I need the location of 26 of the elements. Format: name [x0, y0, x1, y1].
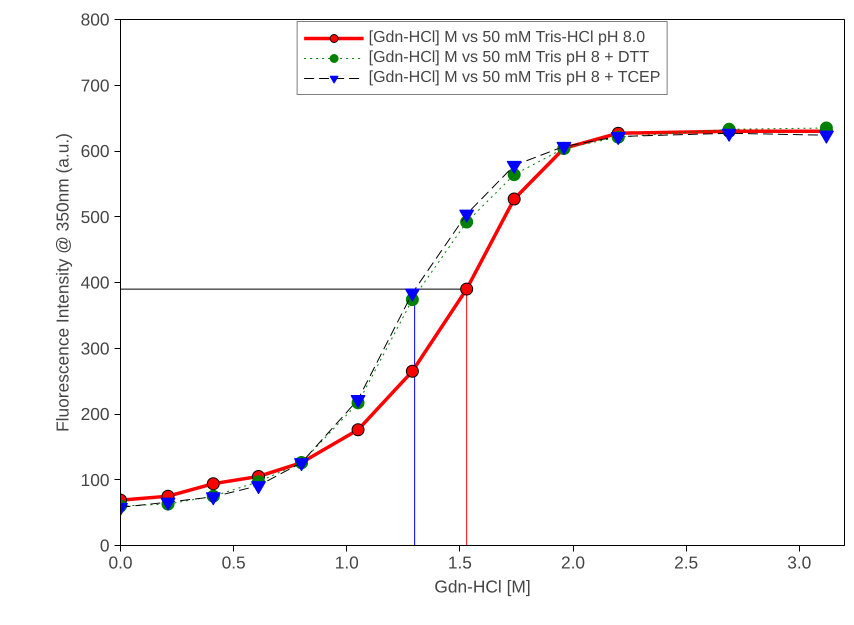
point	[206, 477, 220, 490]
x-tick-label: 2.0	[560, 552, 586, 572]
y-tick-label: 600	[80, 141, 110, 161]
y-tick-label: 700	[80, 75, 110, 96]
point	[460, 282, 474, 296]
y-tick-label: 0	[100, 536, 110, 556]
y-tick-label: 500	[80, 206, 110, 227]
y-tick-label: 200	[80, 404, 110, 424]
x-axis-title: Gdn-HCl [M]	[434, 576, 531, 596]
legend-label: [Gdn-HCl] M vs 50 mM Tris pH 8 + DTT	[368, 49, 650, 67]
point	[508, 192, 521, 206]
y-tick-label: 800	[80, 10, 110, 30]
y-axis-title: Fluorescence Intensity @ 350nm (a.u.)	[52, 133, 73, 432]
x-tick-label: 0.5	[222, 552, 246, 572]
legend-label: [Gdn-HCl] M vs 50 mM Tris-HCl pH 8.0	[368, 29, 646, 47]
point	[406, 364, 419, 378]
y-tick-label: 300	[80, 338, 110, 358]
y-tick-label: 400	[80, 272, 110, 292]
x-tick-label: 2.5	[674, 552, 698, 572]
x-tick-label: 1.5	[448, 552, 472, 572]
x-tick-label: 1.0	[334, 552, 359, 572]
x-tick-label: 3.0	[787, 552, 812, 572]
legend-label: [Gdn-HCl] M vs 50 mM Tris pH 8 + TCEP	[368, 69, 660, 87]
x-tick-label: 0.0	[108, 552, 133, 572]
y-tick-label: 100	[80, 470, 110, 490]
point	[352, 423, 365, 436]
